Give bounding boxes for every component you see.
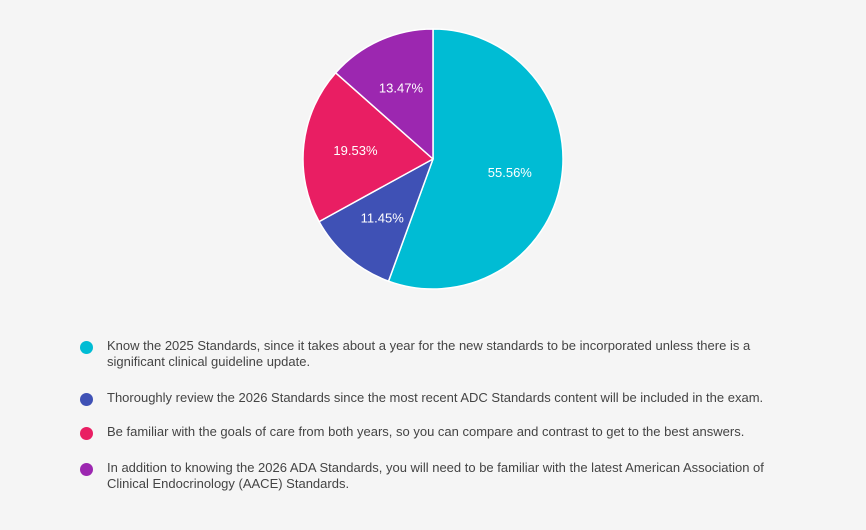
legend-label: Thoroughly review the 2026 Standards sin… [107, 390, 764, 405]
pie-slice[interactable] [387, 28, 564, 290]
pie-slice-data-label: 11.45% [361, 211, 405, 226]
legend-color-swatch [80, 427, 93, 440]
legend-item[interactable]: Thoroughly review the 2026 Standards sin… [80, 390, 780, 406]
legend-color-swatch [80, 393, 93, 406]
legend-label: Be familiar with the goals of care from … [107, 424, 745, 439]
pie-slices [302, 28, 564, 290]
legend-item[interactable]: Be familiar with the goals of care from … [80, 424, 780, 440]
chart-legend: Know the 2025 Standards, since it takes … [80, 338, 780, 512]
pie-slice-data-label: 13.47% [379, 80, 424, 95]
pie-slice-data-label: 55.56% [488, 165, 533, 180]
legend-color-swatch [80, 463, 93, 476]
pie-slice[interactable] [302, 72, 434, 223]
legend-color-swatch [80, 341, 93, 354]
legend-label: Know the 2025 Standards, since it takes … [107, 338, 751, 369]
legend-label: In addition to knowing the 2026 ADA Stan… [107, 460, 764, 491]
pie-chart-svg: 55.56% 11.45% 19.53% 13.47% [302, 28, 564, 290]
pie-slice[interactable] [334, 28, 434, 160]
pie-slice-data-label: 19.53% [333, 143, 378, 158]
pie-slice-labels: 55.56% 11.45% 19.53% 13.47% [333, 80, 532, 225]
pie-slice[interactable] [318, 158, 434, 282]
legend-item[interactable]: In addition to knowing the 2026 ADA Stan… [80, 460, 780, 492]
legend-item[interactable]: Know the 2025 Standards, since it takes … [80, 338, 780, 370]
